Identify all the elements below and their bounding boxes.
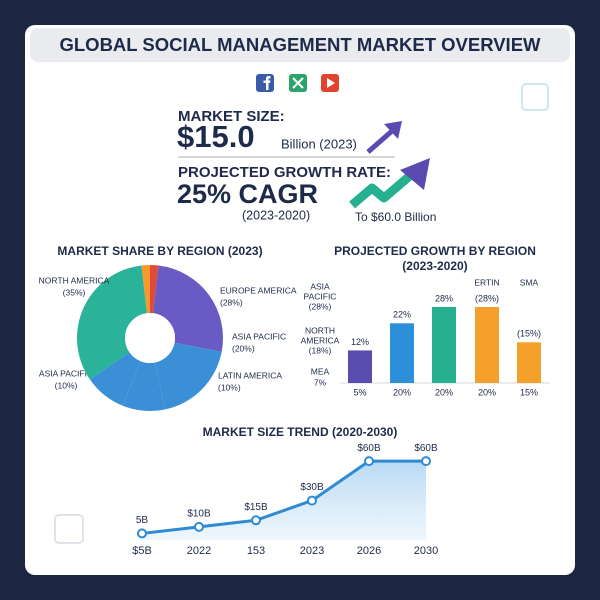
annotation: 7% xyxy=(314,377,327,387)
bar-value-label: 12% xyxy=(351,337,369,347)
pie-slice xyxy=(155,342,222,410)
market-size-label: MARKET SIZE: xyxy=(178,108,285,125)
donut-hole xyxy=(125,313,175,363)
pie-slice xyxy=(89,352,141,406)
arrow-big xyxy=(349,170,415,209)
decor-square xyxy=(54,514,84,544)
decor-square xyxy=(521,83,549,111)
annotation: ERTIN xyxy=(474,277,499,287)
x-tick-label: 2026 xyxy=(357,545,381,557)
annotation: MEA xyxy=(311,366,330,376)
page-title: GLOBAL SOCIAL MANAGEMENT MARKET OVERVIEW xyxy=(59,34,541,55)
point xyxy=(364,456,374,467)
arrow-small-head xyxy=(384,121,402,139)
point xyxy=(194,521,204,532)
x-tick-label: 20% xyxy=(435,387,453,397)
x-tick-label: 20% xyxy=(478,387,496,397)
pie-slice xyxy=(77,265,148,380)
x-tick-label: 2023 xyxy=(300,545,324,557)
chart-title: PROJECTED GROWTH BY REGION xyxy=(334,244,536,258)
card xyxy=(25,25,575,575)
annotation: NORTH xyxy=(305,325,335,335)
point-label: $10B xyxy=(187,508,211,519)
bar-value-label: (28%) xyxy=(475,293,499,303)
bar xyxy=(348,350,372,383)
slice-label: NORTH AMERICA xyxy=(39,275,110,285)
point xyxy=(421,456,431,467)
x-tick-label: 5% xyxy=(353,387,366,397)
pie-slice xyxy=(152,265,223,352)
annotation: PACIFIC xyxy=(304,291,337,301)
growth-target: To $60.0 Billion xyxy=(355,210,436,224)
arrow-small xyxy=(366,129,394,154)
point-label: $60B xyxy=(414,443,438,454)
pie-slice xyxy=(150,265,159,314)
point-label: $60B xyxy=(357,443,381,454)
slice-value-label: (10%) xyxy=(218,382,241,392)
bar xyxy=(390,323,414,383)
growth-label: PROJECTED GROWTH RATE: xyxy=(178,164,391,181)
slice-label: ASIA PACIFIC xyxy=(232,331,286,341)
slice-value-label: (10%) xyxy=(55,380,78,390)
x-tick-label: 20% xyxy=(393,387,411,397)
market-size-unit: Billion (2023) xyxy=(281,136,357,151)
chart-title: MARKET SHARE BY REGION (2023) xyxy=(57,244,262,258)
annotation: SMA xyxy=(520,277,539,287)
x-tick-label: $5B xyxy=(132,545,152,557)
point-label: $30B xyxy=(300,482,324,493)
title-bar xyxy=(30,28,570,62)
x-tick-label: 153 xyxy=(247,545,265,557)
annotation: ASIA xyxy=(310,281,330,291)
arrow-big-head xyxy=(400,158,430,190)
x-tick-label: 15% xyxy=(520,387,538,397)
slice-value-label: (20%) xyxy=(232,343,255,353)
slice-label: ASIA PACIFIC xyxy=(39,368,93,378)
chart-title: MARKET SIZE TREND (2020-2030) xyxy=(203,425,398,439)
slice-label: LATIN AMERICA xyxy=(218,370,282,380)
bar-value-label: 28% xyxy=(435,293,453,303)
bar xyxy=(517,342,541,383)
x-glyph xyxy=(292,77,304,89)
slice-value-label: (28%) xyxy=(220,297,243,307)
point-label: $15B xyxy=(244,502,268,513)
annotation: AMERICA xyxy=(301,335,340,345)
annotation: (28%) xyxy=(309,301,332,311)
chart-subtitle: (2023-2020) xyxy=(402,259,467,273)
slice-value-label: (35%) xyxy=(63,287,86,297)
growth-period: (2023-2020) xyxy=(242,208,310,222)
x-tick-label: 2022 xyxy=(187,545,211,557)
bar xyxy=(475,307,499,383)
bar xyxy=(432,307,456,383)
line xyxy=(141,459,426,535)
market-size-value: $15.0 xyxy=(177,119,255,154)
pie-slice xyxy=(141,265,150,314)
point xyxy=(251,515,261,526)
growth-value: 25% CAGR xyxy=(177,179,318,209)
area xyxy=(142,461,426,540)
pie-slice xyxy=(122,361,165,411)
point xyxy=(137,528,147,539)
facebook-glyph xyxy=(263,76,271,90)
slice-label: EUROPE AMERICA xyxy=(220,285,297,295)
play-glyph xyxy=(327,78,335,88)
point-label: 5B xyxy=(136,515,149,526)
bar-value-label: (15%) xyxy=(517,329,541,339)
x-tick-label: 2030 xyxy=(414,545,438,557)
bar-value-label: 22% xyxy=(393,310,411,320)
annotation: (18%) xyxy=(309,345,332,355)
point xyxy=(307,495,317,506)
